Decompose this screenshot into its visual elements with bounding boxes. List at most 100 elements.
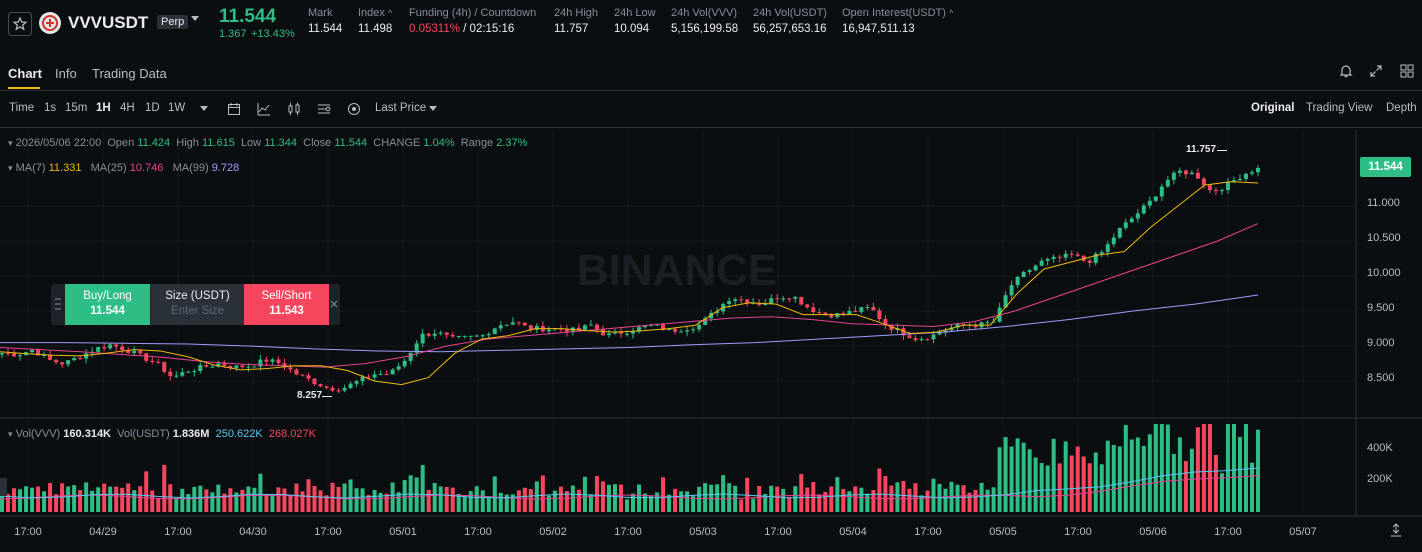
layout-grid-icon[interactable] — [1399, 63, 1415, 79]
candle — [1213, 190, 1218, 192]
view-original[interactable]: Original — [1251, 102, 1295, 114]
candle — [739, 299, 744, 301]
candle — [973, 325, 978, 328]
volume-bar — [1111, 445, 1116, 512]
candle — [132, 350, 137, 354]
x-axis-label: 17:00 — [314, 526, 342, 538]
candle — [264, 359, 269, 362]
volume-bar — [1081, 456, 1086, 512]
volume-bar — [198, 485, 203, 512]
interval-1d[interactable]: 1D — [145, 102, 160, 114]
close-icon[interactable] — [329, 284, 340, 325]
drag-handle[interactable] — [51, 284, 65, 325]
volume-bar — [943, 488, 948, 512]
candle — [667, 328, 672, 331]
stat-index: Index ^ 11.498 — [358, 7, 393, 35]
volume-bar — [552, 490, 557, 512]
tab-trading-data[interactable]: Trading Data — [92, 66, 167, 81]
price-type-select[interactable]: Last Price — [375, 102, 427, 114]
price-chart[interactable]: BINANCE — [0, 128, 1422, 552]
buy-long-button[interactable]: Buy/Long 11.544 — [65, 284, 150, 325]
candle — [114, 344, 119, 347]
volume-bar — [835, 477, 840, 512]
volume-bar — [480, 490, 485, 512]
candle — [853, 310, 858, 312]
chart-settings-icon[interactable] — [316, 101, 332, 117]
stat-funding: Funding (4h) / Countdown 0.05311% / 02:1… — [409, 7, 537, 35]
volume-bar — [1213, 454, 1218, 512]
candle — [679, 331, 684, 333]
volume-bar — [612, 484, 617, 512]
interval-1s[interactable]: 1s — [44, 102, 57, 114]
candle — [757, 302, 762, 306]
view-depth[interactable]: Depth — [1386, 102, 1417, 114]
volume-bar — [438, 486, 443, 512]
candle — [366, 376, 371, 378]
volume-bar — [1231, 424, 1236, 512]
volume-bar — [901, 480, 906, 512]
interval-1w[interactable]: 1W — [168, 102, 186, 114]
candle — [54, 359, 59, 363]
candle — [841, 313, 846, 315]
volume-bar — [258, 473, 263, 512]
volume-bar — [546, 495, 551, 512]
collapse-arrow-icon[interactable] — [0, 478, 7, 496]
volume-bar — [498, 492, 503, 512]
volume-bar — [36, 486, 41, 512]
candle — [222, 363, 227, 366]
symbol-dropdown-icon[interactable] — [191, 16, 199, 21]
volume-bar — [643, 493, 648, 512]
volume-bar — [1027, 449, 1032, 512]
indicators-icon[interactable] — [256, 101, 272, 117]
candle — [925, 339, 930, 341]
volume-bar — [907, 488, 912, 512]
calendar-icon[interactable] — [226, 101, 242, 117]
volume-bar — [979, 482, 984, 512]
vol-axis-label: 400K — [1367, 442, 1393, 454]
candle — [889, 325, 894, 330]
x-axis-label: 17:00 — [914, 526, 942, 538]
volume-bar — [576, 489, 581, 512]
candle — [546, 329, 551, 332]
view-trading-view[interactable]: Trading View — [1306, 102, 1373, 114]
x-axis-label: 17:00 — [764, 526, 792, 538]
volume-bar — [60, 483, 65, 512]
volume-bar — [180, 488, 185, 512]
volume-bar — [90, 490, 95, 512]
volume-bar — [294, 483, 299, 512]
volume-bar — [108, 486, 113, 512]
tab-info[interactable]: Info — [55, 66, 77, 81]
volume-bar — [84, 482, 89, 512]
candle — [102, 347, 107, 349]
volume-bar — [540, 475, 545, 512]
size-input[interactable]: Size (USDT) Enter Size — [151, 284, 244, 325]
price-type-dropdown-icon[interactable] — [429, 106, 437, 111]
interval-dropdown-icon[interactable] — [200, 106, 208, 111]
symbol-name[interactable]: VVVUSDT — [68, 13, 149, 32]
volume-bar — [306, 479, 311, 512]
candle — [715, 311, 720, 313]
y-axis-label: 10.000 — [1367, 267, 1401, 279]
volume-bar — [588, 494, 593, 512]
candle — [631, 331, 636, 334]
volume-bar — [967, 492, 972, 512]
fullscreen-icon[interactable] — [1368, 63, 1384, 79]
depth-target-icon[interactable] — [346, 101, 362, 117]
candle — [150, 360, 155, 362]
alert-bell-icon[interactable] — [1338, 63, 1354, 79]
candle — [84, 353, 89, 359]
candle — [588, 324, 593, 326]
sell-short-button[interactable]: Sell/Short 11.543 — [244, 284, 329, 325]
candle-type-icon[interactable] — [286, 101, 302, 117]
interval-1h[interactable]: 1H — [96, 102, 111, 114]
tab-chart[interactable]: Chart — [8, 66, 42, 81]
interval-4h[interactable]: 4H — [120, 102, 135, 114]
favorite-star-icon[interactable] — [8, 12, 32, 36]
volume-bar — [841, 488, 846, 512]
interval-15m[interactable]: 15m — [65, 102, 88, 114]
volume-bar — [859, 487, 864, 512]
candle — [1165, 179, 1170, 187]
volume-bar — [1117, 446, 1122, 512]
x-axis-label: 17:00 — [164, 526, 192, 538]
scroll-to-latest-icon[interactable] — [1388, 522, 1404, 538]
